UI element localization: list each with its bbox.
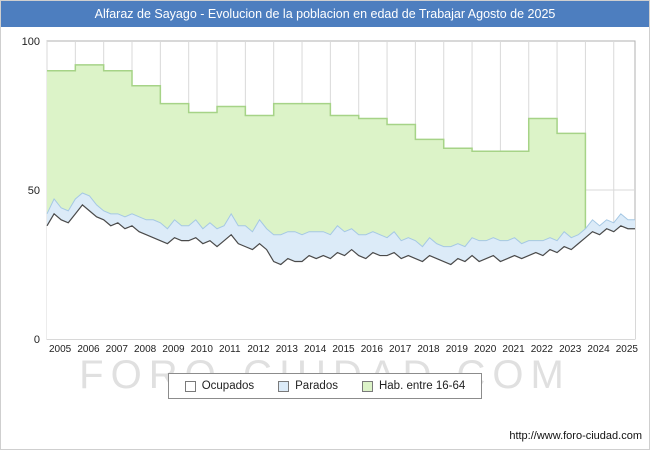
svg-text:0: 0 xyxy=(34,334,40,346)
svg-text:2006: 2006 xyxy=(77,344,100,355)
svg-text:2021: 2021 xyxy=(502,344,525,355)
page-title: Alfaraz de Sayago - Evolucion de la pobl… xyxy=(1,1,649,27)
legend-item-parados: Parados xyxy=(278,380,338,392)
svg-text:2008: 2008 xyxy=(134,344,157,355)
ocupados-swatch xyxy=(184,380,196,392)
svg-text:50: 50 xyxy=(28,185,40,197)
legend-label-ocupados: Ocupados xyxy=(201,380,255,392)
legend-box: Ocupados Parados Hab. entre 16-64 xyxy=(167,373,483,399)
svg-text:2020: 2020 xyxy=(474,344,497,355)
legend-item-hab-16-64: Hab. entre 16-64 xyxy=(361,380,466,392)
svg-text:2019: 2019 xyxy=(446,344,469,355)
svg-text:100: 100 xyxy=(22,36,40,48)
svg-text:2022: 2022 xyxy=(531,344,554,355)
legend: Ocupados Parados Hab. entre 16-64 xyxy=(1,373,649,399)
svg-text:2017: 2017 xyxy=(389,344,412,355)
svg-text:2014: 2014 xyxy=(304,344,327,355)
svg-text:2023: 2023 xyxy=(559,344,582,355)
svg-text:2011: 2011 xyxy=(219,344,241,355)
plot-area: 2005 2006 2007 2008 2009 2010 2011 2012 2013 2014… xyxy=(1,27,649,361)
svg-text:2007: 2007 xyxy=(106,344,129,355)
svg-text:2024: 2024 xyxy=(587,344,610,355)
hab-16-64-swatch xyxy=(361,380,373,392)
legend-label-hab-16-64: Hab. entre 16-64 xyxy=(378,380,466,392)
svg-text:2015: 2015 xyxy=(332,344,355,355)
svg-text:2013: 2013 xyxy=(276,344,299,355)
legend-label-parados: Parados xyxy=(295,380,338,392)
svg-text:2005: 2005 xyxy=(49,344,72,355)
svg-text:2025: 2025 xyxy=(616,344,639,355)
footer-link[interactable]: http://www.foro-ciudad.com xyxy=(509,430,642,442)
legend-item-ocupados: Ocupados xyxy=(184,380,255,392)
svg-text:2012: 2012 xyxy=(247,344,270,355)
svg-text:2010: 2010 xyxy=(191,344,214,355)
parados-swatch xyxy=(278,380,290,392)
svg-text:2016: 2016 xyxy=(361,344,384,355)
svg-text:2009: 2009 xyxy=(162,344,185,355)
svg-text:2018: 2018 xyxy=(417,344,440,355)
area-chart: 2005 2006 2007 2008 2009 2010 2011 2012 2013 2014… xyxy=(22,36,639,355)
